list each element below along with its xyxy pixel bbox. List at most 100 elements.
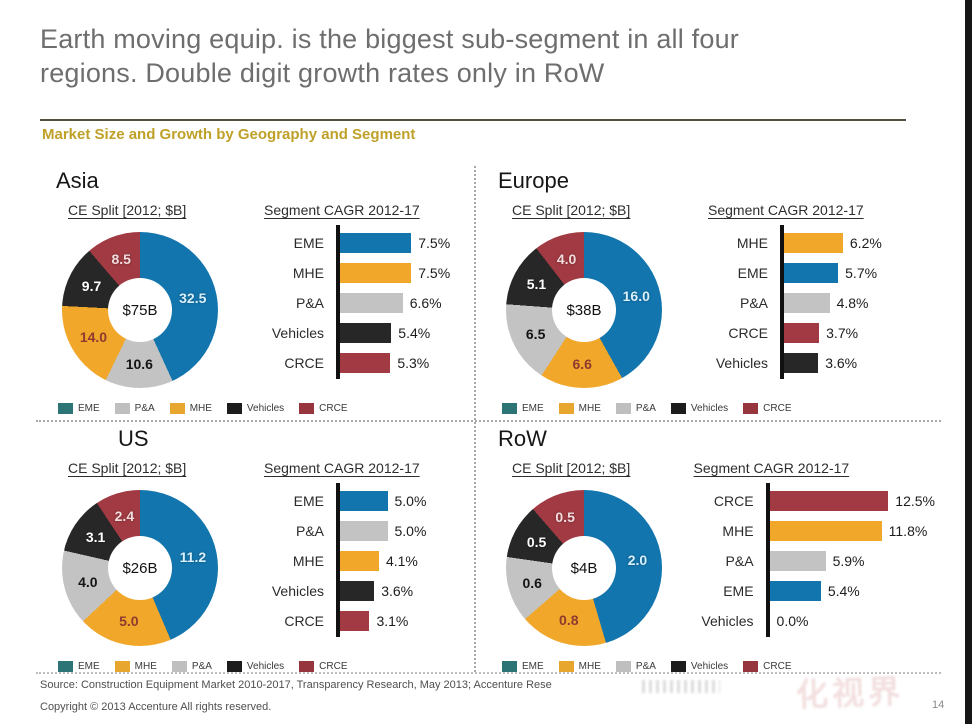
bar-row: P&A 5.0% xyxy=(250,516,491,546)
watermark: 化视界 xyxy=(795,673,905,713)
donut-segment-label: 3.1 xyxy=(85,529,106,546)
legend-label: EME xyxy=(522,403,544,414)
donut-chart: 32.5 10.6 14.0 9.7 8.5 $75B xyxy=(62,232,218,388)
donut-segment-label: 5.0 xyxy=(119,612,139,629)
legend-swatch xyxy=(299,661,315,672)
bar-label: EME xyxy=(737,265,768,281)
bar-value: 3.6% xyxy=(825,355,858,371)
quadrant-columns: CE Split [2012; $B] 2.0 0.8 0.6 0.5 0.5 $4B Seg… xyxy=(480,460,935,646)
bar xyxy=(340,491,388,511)
donut-segment-label: 6.5 xyxy=(525,325,546,342)
page-number: 14 xyxy=(932,699,945,711)
donut-chart: 11.2 5.0 4.0 3.1 2.4 $26B xyxy=(62,490,218,646)
legend-label: Vehicles xyxy=(690,403,729,414)
legend-item: EME xyxy=(58,403,100,414)
legend-label: CRCE xyxy=(319,403,348,414)
legend-swatch xyxy=(558,661,574,672)
bar-row: Vehicles 0.0% xyxy=(680,606,935,636)
legend-item: EME xyxy=(502,661,544,672)
bar xyxy=(769,551,826,571)
cagr-header: Segment CAGR 2012-17 xyxy=(708,202,864,218)
right-edge-bar xyxy=(965,0,972,724)
region-title: Europe xyxy=(498,168,569,193)
ce-split-header: CE Split [2012; $B] xyxy=(68,460,187,476)
legend-item: EME xyxy=(502,403,544,414)
bar-label: CRCE xyxy=(713,493,754,509)
legend-swatch xyxy=(558,403,574,414)
legend-label: P&A xyxy=(134,403,155,414)
region-title: Asia xyxy=(56,168,99,193)
legend-item: MHE xyxy=(169,403,212,414)
legend-swatch xyxy=(502,403,517,414)
bar-value: 3.6% xyxy=(381,583,414,599)
donut-center-label: $26B xyxy=(108,536,172,600)
legend-item: EME xyxy=(58,661,100,672)
bar-value: 5.3% xyxy=(397,355,430,371)
donut-segment-label: 11.2 xyxy=(179,549,207,566)
bar-value: 4.1% xyxy=(385,553,418,569)
legend-swatch xyxy=(670,661,686,672)
bar-row: MHE 11.8% xyxy=(680,516,935,546)
cagr-header: Segment CAGR 2012-17 xyxy=(264,202,420,218)
bar xyxy=(340,233,412,253)
quadrant-columns: CE Split [2012; $B] 32.5 10.6 14.0 9.7 8.5 $75… xyxy=(36,202,491,388)
bar-row: MHE 7.5% xyxy=(250,258,491,288)
bar xyxy=(784,323,820,343)
bar-chart: EME 7.5% MHE 7.5% P&A 6.6% Vehicles 5.4% CRCE 5.3… xyxy=(250,225,491,379)
legend-label: MHE xyxy=(134,661,157,672)
bar-label: MHE xyxy=(722,523,754,539)
bar-value: 0.0% xyxy=(776,613,809,629)
bar-row: Vehicles 3.6% xyxy=(250,576,491,606)
donut-center-label: $75B xyxy=(108,278,172,342)
bar xyxy=(784,293,830,313)
bar xyxy=(340,611,370,631)
footer-copyright-text: Copyright © 2013 Accenture All rights re… xyxy=(40,701,272,713)
legend-item: CRCE xyxy=(299,403,348,414)
bar-row: Vehicles 5.4% xyxy=(250,318,491,348)
bar-row: P&A 6.6% xyxy=(250,288,491,318)
bar-axis-line xyxy=(765,483,770,637)
quadrant-europe: Europe CE Split [2012; $B] 16.0 6.6 6.5 5.1 4.… xyxy=(480,166,935,420)
donut-column: CE Split [2012; $B] 16.0 6.6 6.5 5.1 4.0 $38B xyxy=(480,202,694,388)
donut-segment-label: 6.6 xyxy=(572,355,592,372)
legend-swatch xyxy=(58,403,73,414)
bar-value: 4.8% xyxy=(836,295,869,311)
bar-label: CRCE xyxy=(284,613,324,629)
bar-label: MHE xyxy=(736,235,768,251)
section-subtitle: Market Size and Growth by Geography and … xyxy=(42,126,416,143)
donut-center-label: $4B xyxy=(552,536,616,600)
donut-chart: 2.0 0.8 0.6 0.5 0.5 $4B xyxy=(506,490,662,646)
bar-value: 6.6% xyxy=(409,295,442,311)
donut-segment-label: 5.1 xyxy=(526,276,547,293)
region-title: US xyxy=(118,426,149,451)
legend-item: P&A xyxy=(615,661,656,672)
legend-label: Vehicles xyxy=(690,661,729,672)
bar xyxy=(769,581,821,601)
footer-source-text: Source: Construction Equipment Market 20… xyxy=(40,679,552,691)
cagr-header: Segment CAGR 2012-17 xyxy=(693,460,850,476)
bar-value: 5.0% xyxy=(394,523,427,539)
legend-item: Vehicles xyxy=(670,403,729,414)
bar-label: EME xyxy=(293,493,324,509)
legend: EME MHE P&A Vehicles CRCE xyxy=(502,403,792,414)
bar-row: P&A 4.8% xyxy=(694,288,935,318)
legend-swatch xyxy=(114,661,130,672)
bar-label: P&A xyxy=(739,295,768,311)
legend-swatch xyxy=(502,661,517,672)
donut-segment-label: 8.5 xyxy=(111,251,131,268)
donut-segment-label: 0.5 xyxy=(526,534,547,551)
bar-label: EME xyxy=(723,583,754,599)
legend-swatch xyxy=(226,403,242,414)
bar xyxy=(784,353,819,373)
quadrant-us: US CE Split [2012; $B] 11.2 5.0 4.0 3.1 2.4 $26… xyxy=(36,424,491,678)
bar-value: 3.1% xyxy=(376,613,409,629)
bar-label: MHE xyxy=(292,265,324,281)
bar xyxy=(784,233,843,253)
bar-label: P&A xyxy=(295,295,324,311)
donut-segment-label: 2.4 xyxy=(114,508,135,525)
bar-label: CRCE xyxy=(284,355,324,371)
donut-segment-label: 32.5 xyxy=(179,290,207,307)
donut-column: CE Split [2012; $B] 2.0 0.8 0.6 0.5 0.5 $4B xyxy=(480,460,680,646)
bar-value: 5.7% xyxy=(845,265,878,281)
bar-chart: MHE 6.2% EME 5.7% P&A 4.8% CRCE 3.7% Vehicles 3.6… xyxy=(694,225,935,379)
